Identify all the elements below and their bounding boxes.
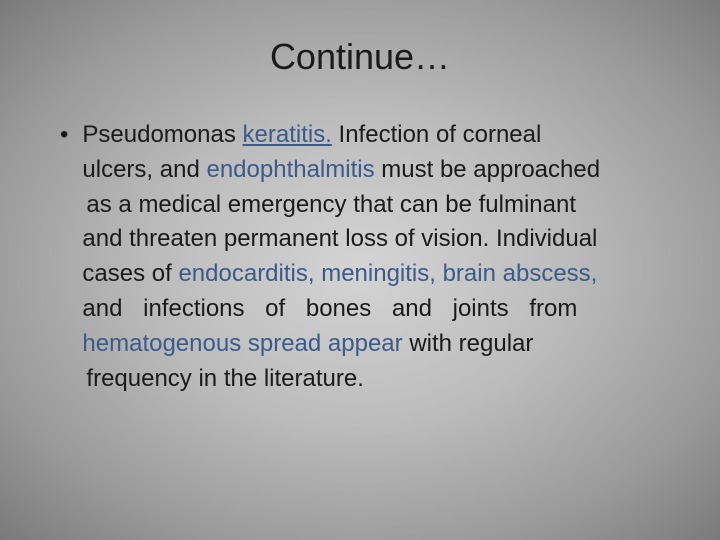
- text-line: as a medical emergency that can be fulmi…: [82, 188, 600, 223]
- text-line: and threaten permanent loss of vision. I…: [82, 222, 600, 257]
- text-run: Pseudomonas: [82, 121, 242, 148]
- body-text: Pseudomonas keratitis. Infection of corn…: [82, 118, 600, 396]
- text-line: hematogenous spread appear with regular: [82, 327, 600, 362]
- text-run: with regular: [409, 330, 533, 357]
- text-highlight: keratitis.: [243, 121, 332, 148]
- text-run: ulcers, and: [82, 156, 206, 183]
- bullet-glyph: •: [60, 118, 68, 153]
- bullet-item: • Pseudomonas keratitis. Infection of co…: [60, 118, 660, 396]
- slide-title: Continue…: [60, 36, 660, 78]
- text-line: ulcers, and endophthalmitis must be appr…: [82, 153, 600, 188]
- slide: Continue… • Pseudomonas keratitis. Infec…: [0, 0, 720, 540]
- text-run: Infection of corneal: [332, 121, 541, 148]
- text-line: cases of endocarditis, meningitis, brain…: [82, 257, 600, 292]
- text-run: cases of: [82, 260, 178, 287]
- text-line: and infections of bones and joints from: [82, 292, 600, 327]
- text-run: must be approached: [375, 156, 600, 183]
- text-highlight: endophthalmitis: [206, 156, 374, 183]
- text-line: frequency in the literature.: [82, 362, 600, 397]
- text-highlight: hematogenous spread appear: [82, 330, 409, 357]
- text-highlight: endocarditis, meningitis, brain abscess,: [178, 260, 597, 287]
- text-line: Pseudomonas keratitis. Infection of corn…: [82, 118, 600, 153]
